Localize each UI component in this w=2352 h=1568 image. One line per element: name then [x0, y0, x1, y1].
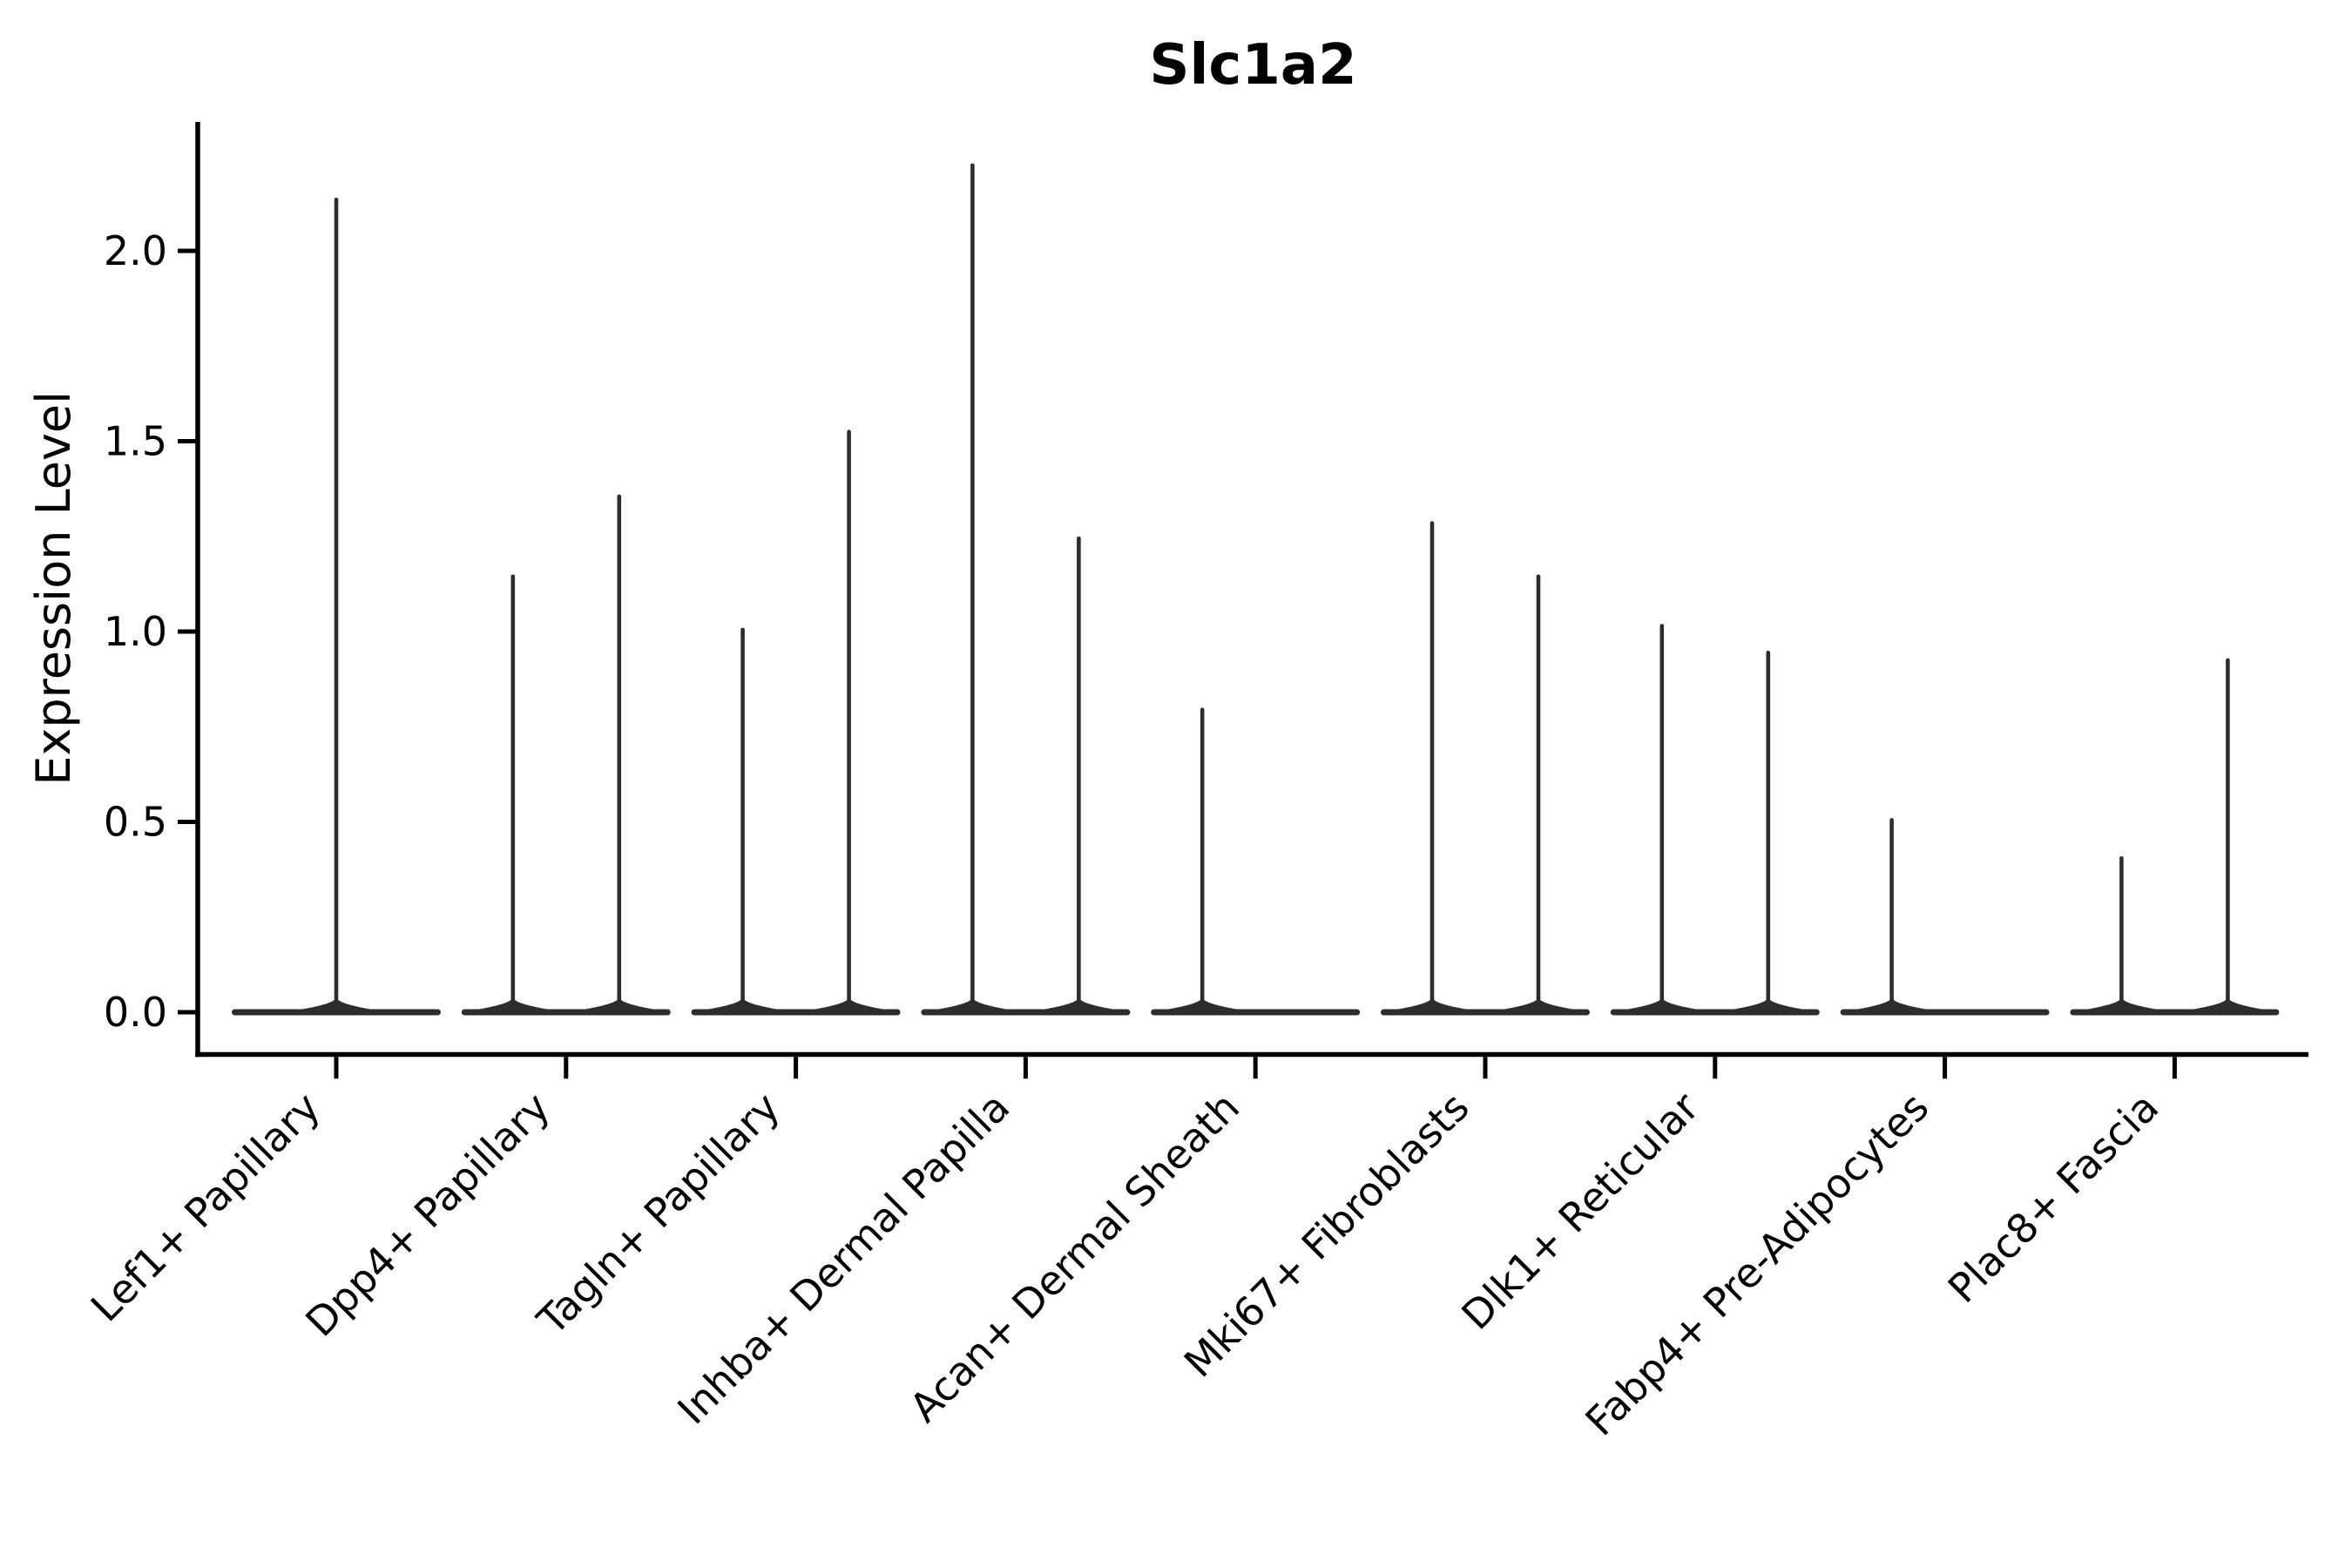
y-tick-label: 1.5: [104, 418, 167, 465]
violin-plac8-fascia: [2070, 658, 2280, 1016]
x-tick-label: Lef1+ Papillary: [82, 1084, 329, 1331]
y-tick-label: 1.0: [104, 608, 167, 655]
y-tick-label: 2.0: [104, 227, 167, 274]
chart-title: Slc1a2: [1149, 33, 1356, 98]
violin-tagln-papillary: [691, 429, 901, 1016]
x-tick-label: Tagln+ Papillary: [528, 1084, 789, 1345]
y-tick-label: 0.5: [104, 799, 167, 846]
y-axis-label: Expression Level: [26, 391, 81, 786]
x-tick-label: Plac8+ Fascia: [1939, 1084, 2167, 1312]
violin-mki67-fibroblasts: [1381, 521, 1590, 1016]
violin-acan-dermal-sheath: [1151, 707, 1361, 1016]
y-tick-label: 0.0: [104, 989, 167, 1036]
x-tick-label: Dpp4+ Papillary: [296, 1084, 558, 1346]
violin-dpp4-papillary: [461, 494, 671, 1016]
violin-inhba-dermal-papilla: [921, 163, 1131, 1016]
violin-dlk1-reticular: [1610, 624, 1820, 1016]
violin-lef1-papillary: [232, 197, 441, 1016]
x-tick-label: Dlk1+ Reticular: [1452, 1084, 1707, 1339]
violin-fabp4-pre-adipocytes: [1840, 818, 2050, 1016]
